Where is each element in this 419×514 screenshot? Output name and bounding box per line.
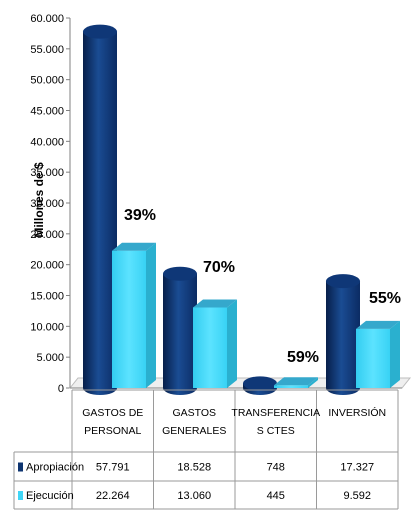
y-tick-label: 0 [58,383,64,395]
bars-layer [83,24,400,396]
bar-ejecucion-side [390,320,400,388]
category-label: PERSONAL [84,425,141,437]
bar-apropiacion-body [83,31,117,396]
bar-ejecucion [193,299,237,388]
bar-ejecucion-top [274,377,318,386]
category-label: GENERALES [162,425,226,437]
legend-swatch [18,491,23,500]
legend-label: Apropiación [26,462,84,474]
bar-apropiacion-top [163,266,197,281]
bar-apropiacion-top [326,274,360,289]
category-label: S CTES [257,425,295,437]
execution-percentage-label: 39% [124,207,156,224]
y-tick-label: 20.000 [30,260,64,272]
bar-apropiacion-body [326,281,360,395]
bar-ejecucion [112,242,156,388]
y-tick-label: 50.000 [30,75,64,87]
y-tick-label: 5.000 [36,352,64,364]
bar-apropiacion [163,266,197,395]
bar-apropiacion [326,274,360,395]
table-cell: 9.592 [343,490,371,502]
bar-apropiacion-top [83,24,117,39]
table-cell: 22.264 [96,490,130,502]
category-label: TRANSFERENCIA [231,407,320,419]
execution-percentage-label: 59% [287,349,319,366]
y-tick-label: 40.000 [30,136,64,148]
bar-ejecucion-front [112,250,146,388]
annotations-layer: 39% 70% 59% 55% [124,207,401,366]
execution-percentage-label: 70% [203,259,235,276]
table-cell: 445 [267,490,285,502]
table-cell: 57.791 [96,462,130,474]
bar-ejecucion-top [112,242,156,251]
y-tick-label: 60.000 [30,13,64,25]
category-label: INVERSIÓN [328,406,386,419]
data-table: GASTOS DE PERSONAL GASTOS GENERALES TRANSFER… [13,389,399,510]
bar-ejecucion-top [193,299,237,308]
y-tick-label: 10.000 [30,321,64,333]
bar-ejecucion [356,320,400,388]
y-tick-label: 25.000 [30,229,64,241]
category-label: GASTOS [172,407,216,419]
table-cell: 17.327 [340,462,374,474]
y-axis-title: Millones de $ [32,162,46,238]
bar-ejecucion-side [308,377,318,388]
bar-apropiacion [83,24,117,396]
bar-ejecucion-front [356,328,390,388]
bar-ejecucion-side [227,299,237,388]
bar-ejecucion-side [146,242,156,388]
y-tick-label: 45.000 [30,106,64,118]
execution-percentage-label: 55% [369,290,401,307]
bar-ejecucion-top [356,320,400,329]
bar-apropiacion-body [163,273,197,395]
y-tick-label: 15.000 [30,291,64,303]
y-tick-label: 55.000 [30,44,64,56]
y-tick-label: 30.000 [30,198,64,210]
bar-apropiacion [243,376,277,395]
category-label: GASTOS DE [82,407,143,419]
bar-ejecucion-front [274,385,308,388]
legend-label: Ejecución [26,490,74,502]
bar-ejecucion-front [193,307,227,388]
legend-swatch [18,462,23,472]
bar-apropiacion-top [243,376,277,391]
table-cell: 18.528 [177,462,211,474]
table-cell: 13.060 [177,490,211,502]
table-cell: 748 [267,462,285,474]
y-tick-label: 35.000 [30,167,64,179]
bar-ejecucion [274,377,318,388]
